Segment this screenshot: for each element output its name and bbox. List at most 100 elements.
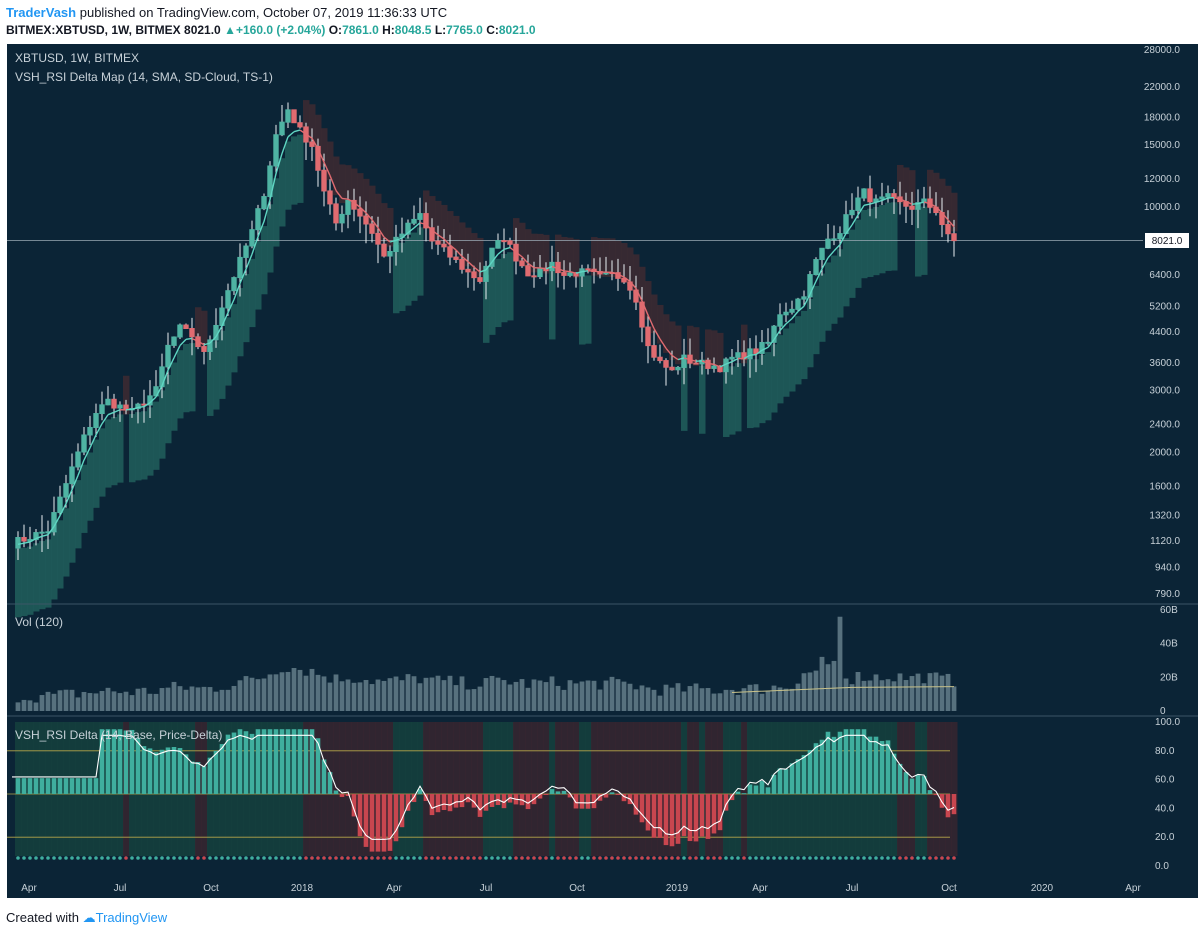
signal-dot	[226, 856, 230, 860]
rsi-zone	[585, 722, 592, 856]
volume-bar	[561, 689, 567, 711]
ema-line-segment	[773, 330, 781, 341]
signal-dot	[388, 856, 392, 860]
price-axis[interactable]	[1143, 44, 1198, 872]
candle-body	[99, 404, 105, 415]
rsi-zone	[663, 722, 670, 856]
rsi-zone	[543, 722, 550, 856]
delta-bar	[801, 755, 807, 794]
cloud-segment	[171, 362, 178, 431]
ema-line-segment	[719, 363, 727, 368]
candle-body	[375, 232, 381, 245]
candle-body	[837, 233, 843, 240]
delta-bar	[909, 778, 915, 794]
rsi-delta-pane[interactable]	[7, 722, 958, 860]
delta-bar	[609, 792, 615, 794]
ema-line-segment	[83, 447, 91, 461]
rsi-zone	[729, 722, 736, 856]
signal-dot	[28, 856, 32, 860]
volume-bar	[813, 670, 819, 711]
delta-bar	[393, 794, 399, 842]
volume-bar	[357, 682, 363, 711]
candle-body	[945, 224, 951, 235]
delta-bar	[807, 750, 813, 794]
time-axis-labels: Apr Jul Oct 2018 Apr Jul Oct 2019 Apr Jul Oct 2020 A…	[21, 883, 1141, 894]
volume-bar	[243, 676, 249, 711]
delta-bar	[435, 794, 441, 813]
time-axis[interactable]	[7, 872, 1198, 898]
cloud-segment	[165, 375, 172, 444]
cloud-segment	[765, 352, 772, 421]
time-tick-label: Apr	[386, 883, 402, 894]
ema-line-segment	[161, 370, 169, 387]
signal-dot	[250, 856, 254, 860]
delta-bar	[93, 778, 99, 794]
price-tick-label: 4400.0	[1149, 327, 1180, 338]
delta-bar	[339, 794, 345, 797]
last-price-tag	[1145, 233, 1189, 248]
cloud-segment	[429, 196, 436, 235]
signal-dot	[784, 856, 788, 860]
volume-bar	[657, 695, 663, 711]
candle-body	[783, 311, 789, 316]
rsi-zone	[591, 722, 598, 856]
signal-dot	[628, 856, 632, 860]
price-pane[interactable]	[7, 100, 1143, 618]
volume-bar	[585, 680, 591, 711]
author-link[interactable]: TraderVash	[6, 5, 77, 20]
rsi-zone	[939, 722, 946, 856]
signal-dot	[748, 856, 752, 860]
signal-dot	[568, 856, 572, 860]
ema-line-segment	[569, 271, 577, 274]
change-value: +160.0 (+2.04%)	[235, 23, 326, 37]
tradingview-brand[interactable]: TradingView	[95, 910, 168, 925]
signal-dot	[886, 856, 890, 860]
delta-bar	[837, 731, 843, 794]
volume-pane[interactable]	[15, 616, 957, 711]
volume-bar	[567, 680, 573, 711]
signal-dot	[916, 856, 920, 860]
signal-dot	[22, 856, 26, 860]
ema-line-segment	[443, 238, 451, 246]
volume-bar	[225, 689, 231, 711]
time-tick-label: Oct	[569, 883, 585, 894]
cloud-segment	[207, 347, 214, 416]
ema-line-segment	[815, 268, 823, 282]
delta-bar	[663, 794, 669, 846]
rsi-zone	[549, 722, 556, 856]
candle-body	[459, 258, 465, 270]
signal-dot	[352, 856, 356, 860]
ema-line-segment	[383, 236, 391, 243]
volume-bar	[753, 684, 759, 711]
cloud-segment	[189, 343, 196, 412]
candle-body	[483, 265, 489, 282]
cloud-segment	[525, 229, 532, 268]
price-tick-label: 6400.0	[1149, 270, 1180, 281]
candle-body	[855, 197, 861, 211]
delta-bar	[99, 729, 105, 794]
volume-bar	[351, 682, 357, 711]
delta-bar	[849, 729, 855, 794]
rsi-tick-label: 20.0	[1155, 832, 1175, 843]
signal-dot	[82, 856, 86, 860]
delta-bar	[681, 794, 687, 837]
delta-bar	[75, 778, 81, 794]
delta-bar	[921, 776, 927, 794]
ema-line-segment	[671, 354, 679, 361]
signal-dot	[310, 856, 314, 860]
rsi-zone	[579, 722, 586, 856]
volume-bar	[765, 690, 771, 711]
ema-line-segment	[917, 201, 925, 205]
volume-bar	[315, 674, 321, 711]
ema-line-segment	[23, 541, 31, 544]
cloud-segment	[417, 227, 424, 296]
signal-dot	[598, 856, 602, 860]
open-label: O:	[328, 23, 343, 37]
signal-dot	[394, 856, 398, 860]
tradingview-logo-icon[interactable]: ☁	[82, 910, 96, 925]
signal-dot	[418, 856, 422, 860]
signal-dot	[814, 856, 818, 860]
volume-bar	[27, 700, 33, 711]
candle-body	[621, 277, 627, 283]
